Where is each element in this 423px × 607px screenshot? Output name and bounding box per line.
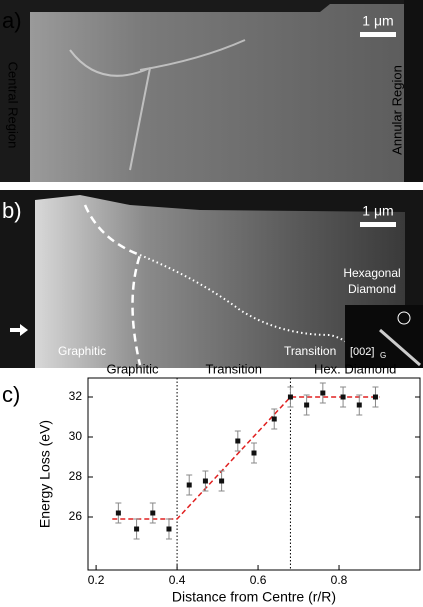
region-label: Transition <box>205 361 262 376</box>
point <box>219 479 224 484</box>
point <box>116 511 121 516</box>
point <box>272 417 277 422</box>
point <box>252 451 257 456</box>
y-tick-label: 28 <box>69 469 83 483</box>
point <box>357 403 362 408</box>
point <box>150 511 155 516</box>
scale-bar <box>360 222 396 227</box>
plot-frame <box>88 378 420 570</box>
point <box>373 395 378 400</box>
panel-a: a) 1 μm Central Region Annular Region <box>0 0 423 182</box>
y-tick-label: 30 <box>69 429 83 443</box>
x-axis-title: Distance from Centre (r/R) <box>172 589 336 605</box>
chart: c) Distance from Centre (r/R) Energy Los… <box>2 361 420 604</box>
figure: a) 1 μm Central Region Annular Region b)… <box>0 0 423 607</box>
scale-bar-label: 1 μm <box>362 203 393 219</box>
region-label: Annular Region <box>389 65 404 155</box>
point <box>304 403 309 408</box>
x-tick-label: 0.6 <box>250 573 267 587</box>
region-label: Transition <box>284 344 336 358</box>
point <box>166 527 171 532</box>
region-label: Central Region <box>6 62 21 149</box>
point <box>134 527 139 532</box>
panel-label: c) <box>2 382 20 407</box>
x-tick-label: 0.8 <box>331 573 348 587</box>
region-label: Graphitic <box>58 344 106 358</box>
point <box>187 483 192 488</box>
panel-b: b) 1 μm Hexagonal Diamond Graphitic Tran… <box>0 190 423 368</box>
inset-label: [002] <box>350 346 374 358</box>
image-edge <box>404 0 423 182</box>
point <box>320 391 325 396</box>
region-label: Diamond <box>348 282 396 296</box>
y-tick-label: 32 <box>69 389 83 403</box>
y-axis-title: Energy Loss (eV) <box>37 420 53 528</box>
y-tick-label: 26 <box>69 509 83 523</box>
inset-subscript: G <box>380 351 386 360</box>
region-label: Hexagonal <box>343 266 400 280</box>
x-tick-label: 0.4 <box>169 573 186 587</box>
scale-bar <box>360 32 396 37</box>
point <box>203 479 208 484</box>
region-label: Hex. Diamond <box>314 361 396 376</box>
point <box>288 395 293 400</box>
fit-line <box>112 397 379 519</box>
panel-label: b) <box>2 198 22 223</box>
region-label: Graphitic <box>107 361 160 376</box>
micrograph <box>30 4 412 182</box>
x-tick-label: 0.2 <box>88 573 105 587</box>
point <box>341 395 346 400</box>
scale-bar-label: 1 μm <box>362 13 393 29</box>
point <box>235 439 240 444</box>
